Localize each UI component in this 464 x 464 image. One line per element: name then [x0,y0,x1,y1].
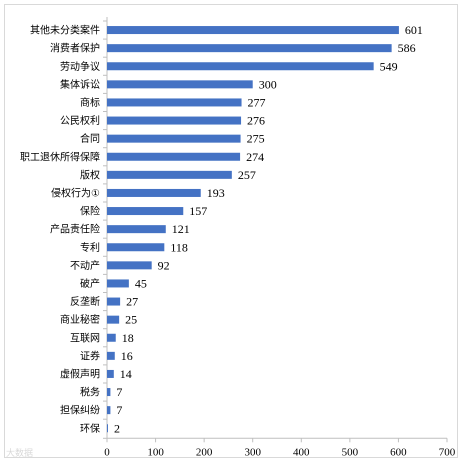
value-label: 601 [405,23,423,37]
category-label: 劳动争议 [60,60,100,73]
category-label: 税务 [80,386,100,399]
category-label: 侵权行为① [51,186,100,199]
category-label: 环保 [80,422,100,435]
bar [107,207,184,216]
category-label: 破产 [80,277,100,290]
bar [107,62,374,71]
bar [107,116,242,125]
x-tick-label: 300 [244,446,261,458]
bar [107,44,392,53]
value-label: 193 [207,186,225,200]
chart-frame: 其他未分类案件 601 消费者保护 586 劳动争议 549 集体诉讼 300 商标 277 公民权… [4,4,458,458]
value-label: 549 [380,59,398,73]
category-label: 职工退休所得保障 [20,150,100,163]
bar [107,225,166,234]
category-label: 证券 [80,349,100,362]
value-label: 7 [116,403,122,417]
bar [107,424,108,433]
category-label: 版权 [80,168,100,181]
value-label: 7 [116,385,122,399]
category-label: 担保纠纷 [60,404,100,417]
value-label: 45 [135,276,147,290]
value-label: 16 [121,349,133,363]
x-tick-label: 400 [293,446,310,458]
bar [107,333,116,342]
category-label: 商业秘密 [60,313,100,326]
x-tick-label: 700 [439,446,456,458]
bar [107,243,165,252]
bar [107,261,152,270]
x-tick-label: 600 [390,446,407,458]
x-tick-label: 100 [147,446,164,458]
value-label: 25 [125,313,137,327]
value-label: 121 [172,222,190,236]
value-label: 2 [114,421,120,435]
value-label: 586 [398,41,416,55]
x-tick-label: 200 [196,446,213,458]
value-label: 18 [122,331,134,345]
category-label: 其他未分类案件 [30,24,100,37]
value-label: 276 [247,114,265,128]
value-label: 274 [246,150,264,164]
bar [107,351,115,360]
bar [107,80,253,89]
bar [107,152,241,161]
value-label: 275 [247,132,265,146]
bar [107,279,129,288]
value-label: 257 [238,168,256,182]
value-label: 118 [170,240,188,254]
bar [107,406,111,415]
value-label: 277 [248,95,266,109]
category-label: 专利 [80,241,100,254]
category-label: 虚假声明 [60,367,100,380]
x-tick-label: 0 [104,446,110,458]
bar [107,369,114,378]
category-label: 不动产 [70,259,100,272]
bar [107,26,399,35]
x-tick-label: 500 [342,446,359,458]
value-label: 300 [259,77,277,91]
category-label: 产品责任险 [50,223,100,236]
category-label: 消费者保护 [50,42,100,55]
bar [107,170,232,179]
category-label: 合同 [80,132,100,145]
watermark-logo: 大数据 [6,449,34,459]
value-label: 157 [189,204,207,218]
category-label: 公民权利 [60,114,100,127]
value-label: 27 [126,295,138,309]
category-label: 反垄断 [70,295,100,308]
bar [107,188,201,197]
bar [107,297,121,306]
category-label: 商标 [80,96,100,109]
bar [107,315,120,324]
bar [107,134,241,143]
category-label: 互联网 [70,332,100,344]
value-label: 92 [158,258,170,272]
bar [107,98,242,107]
value-label: 14 [120,367,132,381]
bar [107,388,111,397]
category-label: 集体诉讼 [60,78,100,91]
category-label: 保险 [80,205,100,218]
